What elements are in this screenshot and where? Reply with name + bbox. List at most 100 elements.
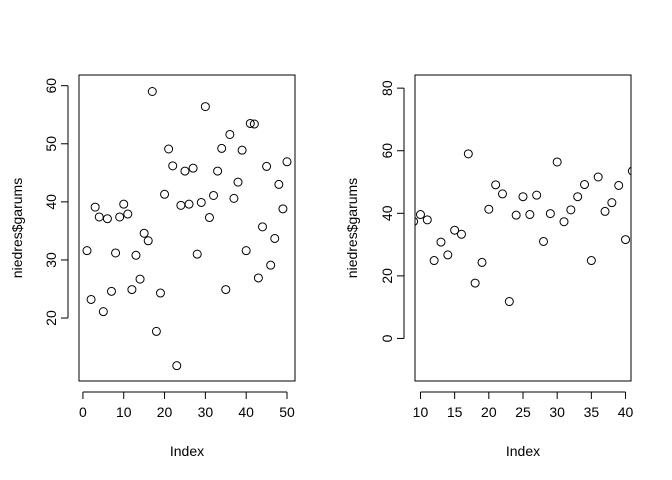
data-point — [245, 118, 255, 128]
data-point — [484, 204, 494, 214]
data-point — [106, 286, 116, 296]
data-point — [282, 157, 292, 167]
data-point — [111, 248, 121, 258]
data-point — [200, 102, 210, 112]
data-point — [196, 197, 206, 207]
data-point — [102, 214, 112, 224]
data-point — [192, 249, 202, 259]
y-tick-label: 30 — [43, 252, 59, 268]
x-tick-label: 30 — [198, 404, 214, 420]
data-point — [627, 166, 631, 176]
y-tick-label: 50 — [43, 136, 59, 152]
data-point — [470, 278, 480, 288]
data-point — [456, 229, 466, 239]
data-point — [580, 180, 590, 190]
x-tick-label: 30 — [549, 404, 565, 420]
data-point — [131, 250, 141, 260]
data-point — [525, 210, 535, 220]
plot-frame — [78, 74, 296, 382]
data-point — [135, 274, 145, 284]
data-point — [422, 215, 432, 225]
data-point — [139, 228, 149, 238]
data-point — [213, 166, 223, 176]
data-point — [221, 285, 231, 295]
x-tick-label: 25 — [515, 404, 531, 420]
data-point — [225, 129, 235, 139]
data-point — [143, 236, 153, 246]
data-point — [552, 157, 562, 167]
x-tick-label: 10 — [116, 404, 132, 420]
data-point — [511, 210, 521, 220]
data-point — [119, 199, 129, 209]
x-tick-label: 10 — [413, 404, 429, 420]
data-point — [241, 246, 251, 256]
data-point — [491, 180, 501, 190]
y-tick-label: 80 — [379, 80, 395, 96]
y-tick-label: 60 — [379, 143, 395, 159]
x-tick-label: 20 — [481, 404, 497, 420]
data-point — [98, 307, 108, 317]
y-tick-label: 40 — [43, 194, 59, 210]
y-tick-label: 20 — [43, 310, 59, 326]
data-point — [415, 210, 425, 220]
x-tick-label: 20 — [157, 404, 173, 420]
data-point — [229, 193, 239, 203]
data-point — [253, 273, 263, 283]
data-point — [614, 180, 624, 190]
left-scatter-panel: 0 10 20 30 40 50 20 30 40 50 60 Index niedres$garums — [9, 74, 296, 459]
data-point — [164, 144, 174, 154]
data-point — [504, 297, 514, 307]
data-point — [123, 209, 133, 219]
data-point — [180, 166, 190, 176]
x-tick-label: 0 — [79, 404, 87, 420]
x-tick-label: 15 — [447, 404, 463, 420]
data-point — [86, 294, 96, 304]
data-point — [237, 145, 247, 155]
plot-frame — [414, 74, 632, 382]
data-point — [621, 235, 631, 245]
data-point — [477, 257, 487, 267]
data-point — [278, 204, 288, 214]
data-point — [497, 189, 507, 199]
data-point — [172, 361, 182, 371]
data-point — [518, 192, 528, 202]
data-point — [573, 192, 583, 202]
data-point — [258, 222, 268, 232]
y-axis-title: niedres$garums — [344, 178, 360, 278]
data-point — [274, 179, 284, 189]
data-point — [270, 233, 280, 243]
data-point — [204, 213, 214, 223]
data-point — [559, 217, 569, 227]
data-point — [415, 217, 419, 226]
data-point — [160, 189, 170, 199]
data-point — [450, 225, 460, 235]
x-axis-title: Index — [170, 443, 204, 459]
data-point — [82, 246, 92, 256]
data-point — [147, 86, 157, 96]
data-point — [266, 260, 276, 270]
y-tick-label: 0 — [379, 334, 395, 342]
data-point — [151, 326, 161, 336]
right-scatter-panel: 10 15 20 25 30 35 40 0 20 40 60 80 Index niedres$garu… — [344, 74, 634, 459]
data-point — [443, 250, 453, 260]
data-point — [115, 212, 125, 222]
y-tick-label: 20 — [379, 268, 395, 284]
data-point — [436, 237, 446, 247]
data-point — [593, 172, 603, 182]
data-point — [607, 198, 617, 208]
data-point — [262, 161, 272, 171]
data-point — [155, 288, 165, 298]
y-tick-label: 40 — [379, 205, 395, 221]
data-point — [217, 143, 227, 153]
x-tick-label: 50 — [279, 404, 295, 420]
data-point — [539, 236, 549, 246]
data-point — [90, 202, 100, 212]
x-tick-label: 40 — [238, 404, 254, 420]
data-point — [176, 200, 186, 210]
data-point — [566, 205, 576, 215]
data-point — [545, 209, 555, 219]
data-point — [600, 206, 610, 216]
data-point — [249, 119, 259, 129]
data-point — [586, 256, 596, 266]
